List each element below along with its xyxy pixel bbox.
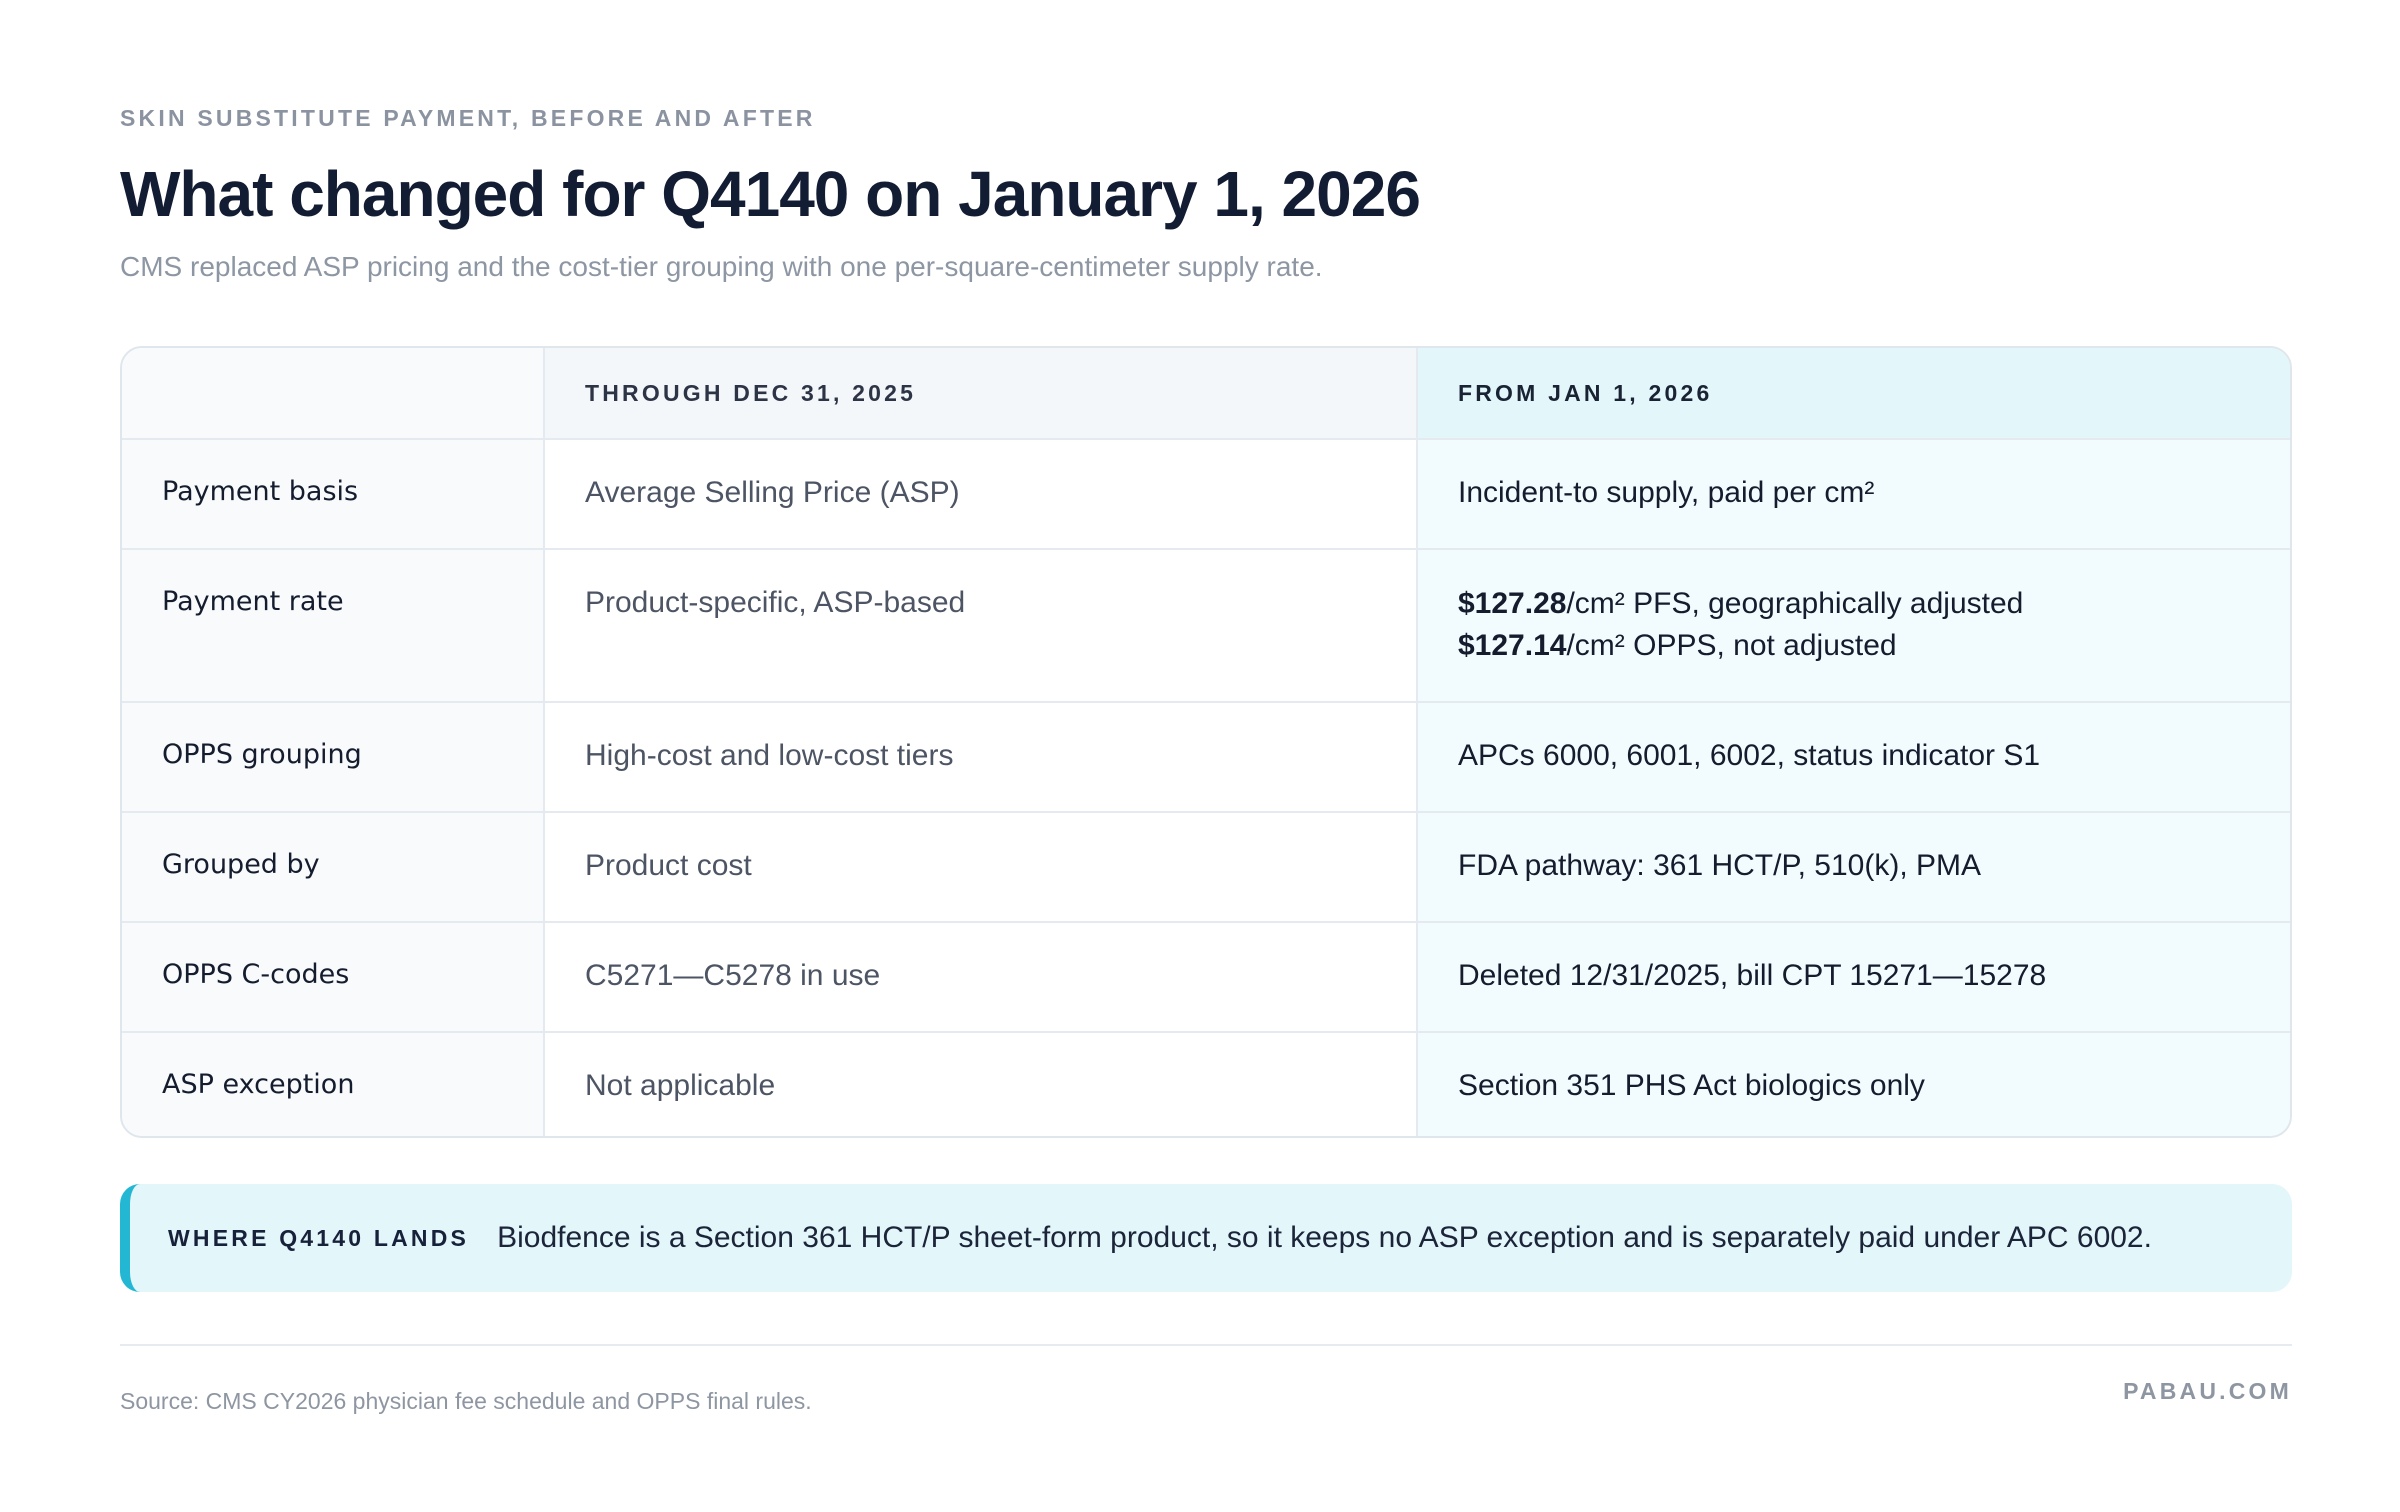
row-label: OPPS grouping (122, 702, 544, 813)
pfs-rate-detail: /cm² PFS, geographically adjusted (1566, 587, 2024, 620)
row-label: Payment basis (122, 439, 544, 550)
table-row: Grouped by Product cost FDA pathway: 361… (122, 812, 2290, 923)
row-label: Grouped by (122, 812, 544, 923)
header-before: THROUGH DEC 31, 2025 (543, 348, 1417, 440)
table-row: ASP exception Not applicable Section 351… (122, 1032, 2290, 1136)
before-cell: C5271—C5278 in use (543, 922, 1417, 1033)
pfs-rate-line: $127.28/cm² PFS, geographically adjusted (1458, 583, 2250, 625)
row-label: Payment rate (122, 549, 544, 703)
table-row: OPPS C-codes C5271—C5278 in use Deleted … (122, 922, 2290, 1033)
header-after: FROM JAN 1, 2026 (1416, 348, 2290, 440)
footer-divider (120, 1344, 2292, 1346)
before-cell: Product cost (543, 812, 1417, 923)
after-cell: APCs 6000, 6001, 6002, status indicator … (1416, 702, 2290, 813)
comparison-table: THROUGH DEC 31, 2025 FROM JAN 1, 2026 Pa… (122, 348, 2290, 1136)
table-header-row: THROUGH DEC 31, 2025 FROM JAN 1, 2026 (122, 348, 2290, 440)
row-label: ASP exception (122, 1032, 544, 1136)
table-row: OPPS grouping High-cost and low-cost tie… (122, 702, 2290, 813)
table-row: Payment basis Average Selling Price (ASP… (122, 439, 2290, 550)
page-subtitle: CMS replaced ASP pricing and the cost-ti… (120, 251, 1323, 282)
opps-rate-amount: $127.14 (1458, 629, 1567, 662)
opps-rate-detail: /cm² OPPS, not adjusted (1566, 629, 1897, 662)
callout-box: WHERE Q4140 LANDS Biodfence is a Section… (120, 1184, 2292, 1292)
pfs-rate-amount: $127.28 (1458, 587, 1567, 620)
after-cell: FDA pathway: 361 HCT/P, 510(k), PMA (1416, 812, 2290, 923)
comparison-table-card: THROUGH DEC 31, 2025 FROM JAN 1, 2026 Pa… (120, 346, 2292, 1138)
page-title: What changed for Q4140 on January 1, 202… (120, 158, 1421, 230)
callout-text: Biodfence is a Section 361 HCT/P sheet-f… (497, 1221, 2152, 1254)
after-cell: Incident-to supply, paid per cm² (1416, 439, 2290, 550)
after-cell: Section 351 PHS Act biologics only (1416, 1032, 2290, 1136)
after-cell: $127.28/cm² PFS, geographically adjusted… (1416, 549, 2290, 703)
before-cell: High-cost and low-cost tiers (543, 702, 1417, 813)
table-row: Payment rate Product-specific, ASP-based… (122, 549, 2290, 703)
source-note: Source: CMS CY2026 physician fee schedul… (120, 1388, 812, 1414)
brand-link[interactable]: PABAU.COM (2123, 1378, 2292, 1404)
after-cell: Deleted 12/31/2025, bill CPT 15271—15278 (1416, 922, 2290, 1033)
callout-tag: WHERE Q4140 LANDS (168, 1224, 470, 1251)
header-corner (122, 348, 544, 440)
before-cell: Product-specific, ASP-based (543, 549, 1417, 703)
before-cell: Not applicable (543, 1032, 1417, 1136)
before-cell: Average Selling Price (ASP) (543, 439, 1417, 550)
row-label: OPPS C-codes (122, 922, 544, 1033)
opps-rate-line: $127.14/cm² OPPS, not adjusted (1458, 625, 2250, 667)
eyebrow: SKIN SUBSTITUTE PAYMENT, BEFORE AND AFTE… (120, 105, 816, 131)
